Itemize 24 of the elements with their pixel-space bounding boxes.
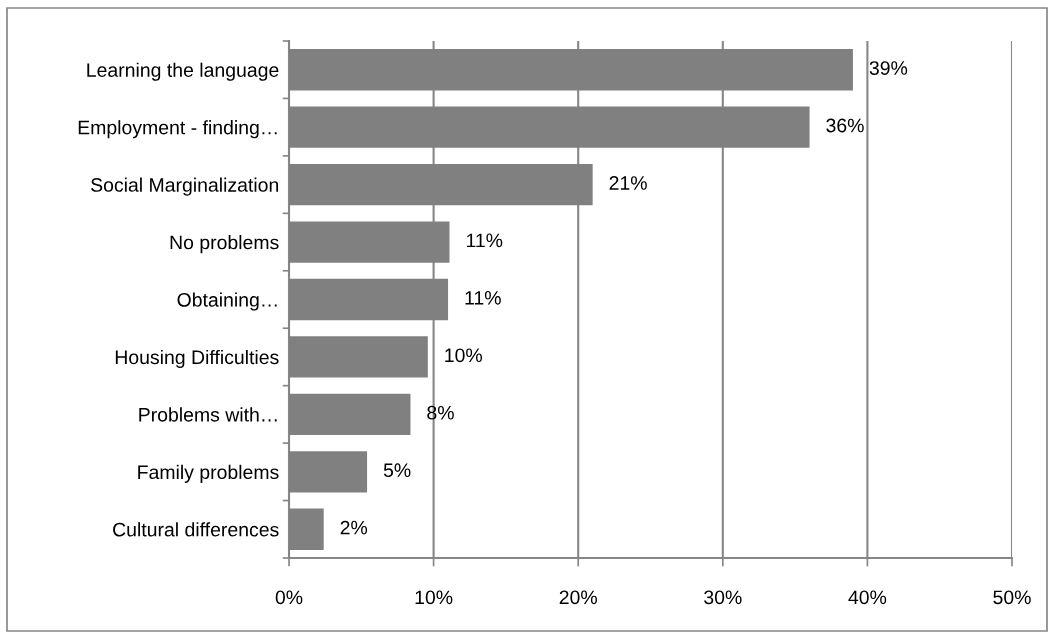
data-label: 2% [340, 520, 368, 535]
y-tick-label: Social Marginalization [91, 177, 279, 196]
y-tick-label: Obtaining… [177, 292, 277, 311]
data-label: 8% [427, 405, 454, 420]
y-tick-label: Family problems [138, 464, 279, 483]
y-tick-label: Employment - finding… [78, 120, 277, 139]
x-tick-label: 50% [993, 590, 1031, 605]
data-label: 5% [383, 463, 411, 478]
x-tick-label: 30% [704, 590, 742, 605]
y-tick-label: Housing Difficulties [115, 349, 279, 369]
data-label: 39% [869, 61, 908, 75]
x-tick-label: 40% [848, 590, 887, 605]
y-tick-label: Problems with… [139, 407, 277, 422]
x-tick-label: 10% [415, 590, 453, 605]
x-tick-label: 20% [559, 590, 597, 605]
data-label: 21% [609, 176, 647, 190]
y-tick-label: Learning the language [87, 62, 279, 81]
y-tick-label: Cultural differences [113, 522, 279, 537]
data-label: 11% [466, 233, 503, 248]
data-label: 36% [826, 118, 864, 133]
data-label: 10% [445, 348, 483, 363]
y-tick-label: No problems [170, 235, 279, 254]
data-label: 11% [465, 291, 501, 305]
x-tick-label: 0% [275, 590, 303, 605]
